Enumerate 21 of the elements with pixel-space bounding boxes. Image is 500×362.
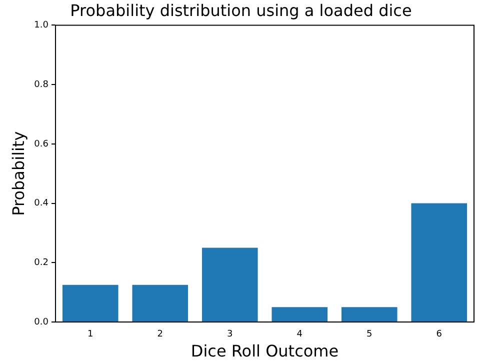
x-axis-title: Dice Roll Outcome xyxy=(190,342,339,361)
bar xyxy=(272,307,328,322)
y-tick-label: 0.0 xyxy=(34,317,49,328)
bar xyxy=(202,248,258,322)
bar xyxy=(62,284,118,322)
bar xyxy=(411,203,468,322)
x-tick-label: 1 xyxy=(88,330,94,340)
x-tick-label: 5 xyxy=(366,330,372,340)
y-axis-title: Probability xyxy=(8,131,28,216)
bar xyxy=(132,284,188,322)
y-tick-label: 0.4 xyxy=(34,198,49,209)
x-tick-label: 4 xyxy=(296,330,303,340)
y-tick-label: 0.2 xyxy=(34,258,49,268)
x-tick-label: 2 xyxy=(157,330,163,340)
y-tick-label: 0.8 xyxy=(34,80,49,90)
bar xyxy=(341,307,398,322)
x-tick-label: 3 xyxy=(227,330,233,340)
chart-title: Probability distribution using a loaded dice xyxy=(70,0,412,20)
x-tick-label: 6 xyxy=(436,330,442,340)
y-tick-label: 1.0 xyxy=(34,20,49,31)
y-tick-label: 0.6 xyxy=(34,139,49,150)
